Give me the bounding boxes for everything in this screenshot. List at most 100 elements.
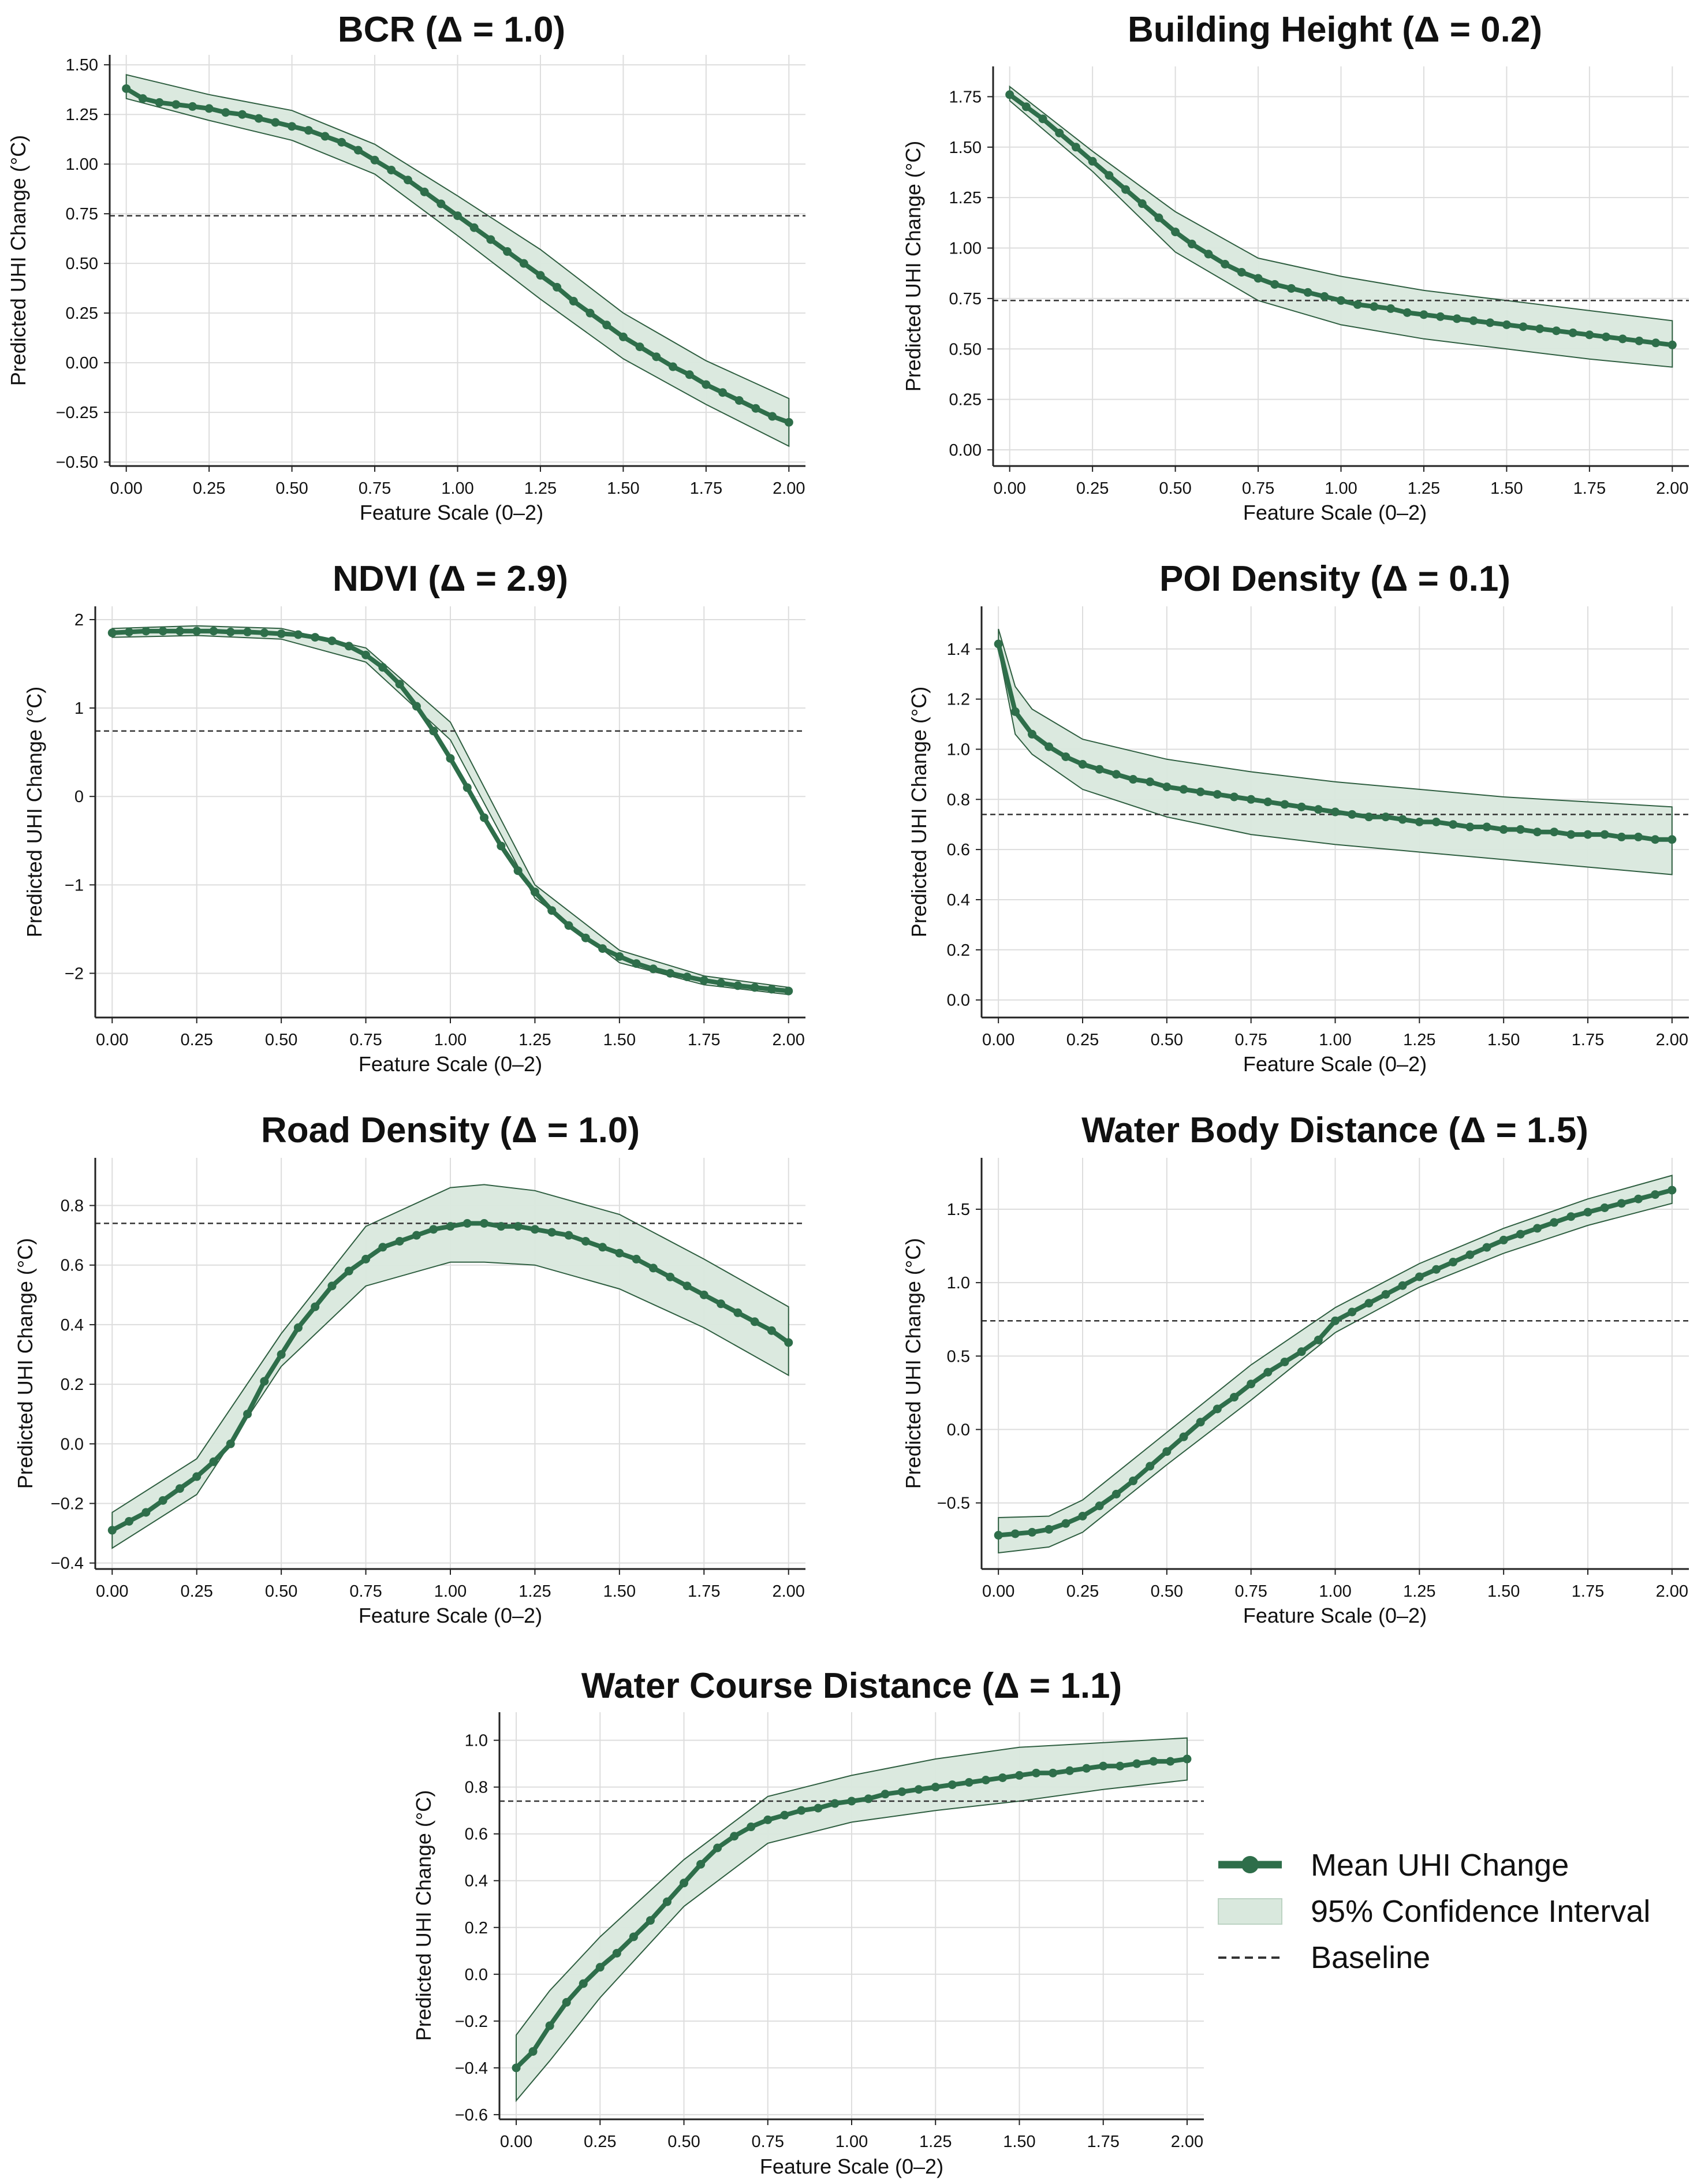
mean-point xyxy=(469,223,479,232)
mean-point xyxy=(1337,296,1345,305)
x-tick-label: 0.00 xyxy=(982,1031,1014,1049)
mean-point xyxy=(598,944,607,953)
legend-item-mean: Mean UHI Change xyxy=(1218,1848,1569,1883)
mean-point xyxy=(751,404,760,413)
mean-point xyxy=(994,1531,1003,1540)
x-tick-label: 0.00 xyxy=(110,479,142,498)
mean-point xyxy=(1499,825,1508,834)
mean-point xyxy=(462,783,472,792)
mean-point xyxy=(1432,817,1441,826)
gridlines xyxy=(993,66,1689,466)
mean-point xyxy=(293,1323,303,1332)
x-tick-label: 1.50 xyxy=(1487,1031,1520,1049)
mean-point xyxy=(1516,825,1525,834)
mean-point xyxy=(1183,1754,1192,1764)
mean-point xyxy=(747,1823,756,1832)
mean-point xyxy=(1320,292,1329,301)
x-tick-label: 0.00 xyxy=(993,479,1025,498)
mean-point xyxy=(403,176,412,185)
mean-point xyxy=(585,308,595,318)
mean-point xyxy=(682,972,692,982)
y-tick-label: 0.2 xyxy=(465,1919,488,1937)
mean-point xyxy=(277,1350,286,1359)
mean-point xyxy=(914,1785,923,1794)
mean-point xyxy=(1105,171,1114,180)
legend-label-baseline: Baseline xyxy=(1311,1940,1430,1975)
mean-point xyxy=(680,1879,689,1888)
mean-point xyxy=(662,1897,672,1906)
mean-point xyxy=(503,247,512,256)
x-tick-label: 1.00 xyxy=(434,1582,467,1601)
x-tick-label: 1.25 xyxy=(518,1582,551,1601)
x-tick-label: 0.50 xyxy=(1151,1582,1183,1601)
mean-point xyxy=(158,1496,167,1505)
mean-point xyxy=(387,165,396,174)
y-tick-label: 0.00 xyxy=(66,354,98,372)
x-tick-label: 0.50 xyxy=(275,479,308,498)
mean-point xyxy=(243,1410,252,1419)
x-tick-label: 0.25 xyxy=(1066,1582,1099,1601)
y-tick-label: 0.75 xyxy=(66,205,98,223)
y-tick-label: 1.75 xyxy=(949,88,982,106)
mean-point xyxy=(158,627,167,636)
mean-point xyxy=(1230,792,1239,802)
mean-point xyxy=(370,155,379,165)
panel-building-height: Building Height (Δ = 0.2) Feature Scale … xyxy=(901,10,1689,524)
mean-point xyxy=(612,1948,621,1958)
x-tick-label: 0.50 xyxy=(667,2133,700,2151)
mean-point xyxy=(1038,114,1047,124)
y-tick-label: 0.4 xyxy=(465,1872,488,1891)
mean-point xyxy=(1213,1404,1222,1414)
y-tick-label: 0.8 xyxy=(61,1197,84,1216)
mean-point xyxy=(830,1799,840,1808)
x-tick-label: 0.75 xyxy=(359,479,391,498)
mean-point xyxy=(784,418,793,427)
x-tick-label: 0.25 xyxy=(193,479,225,498)
mean-point xyxy=(1432,1265,1441,1274)
mean-point xyxy=(254,114,263,123)
mean-point xyxy=(155,98,164,107)
mean-point xyxy=(1482,822,1491,832)
mean-point xyxy=(429,1225,438,1234)
mean-point xyxy=(1583,1207,1592,1217)
mean-point xyxy=(1415,817,1424,826)
y-tick-label: 0 xyxy=(74,788,84,806)
legend-item-ci: 95% Confidence Interval xyxy=(1218,1894,1650,1929)
mean-point xyxy=(327,636,337,646)
mean-point xyxy=(1635,336,1644,345)
mean-point xyxy=(277,629,286,638)
mean-point xyxy=(1398,815,1407,824)
mean-point xyxy=(1465,822,1475,832)
mean-point xyxy=(1082,1764,1091,1773)
mean-point xyxy=(395,680,404,689)
mean-point xyxy=(1121,185,1131,194)
mean-point xyxy=(797,1806,806,1815)
mean-point xyxy=(1651,835,1660,844)
x-tick-label: 1.75 xyxy=(1573,479,1606,498)
panel-water-course-distance: Water Course Distance (Δ = 1.1) Feature … xyxy=(412,1666,1204,2178)
panel-title: Water Course Distance (Δ = 1.1) xyxy=(581,1666,1122,1706)
y-tick-label: 0.50 xyxy=(949,340,982,359)
mean-point xyxy=(564,921,573,930)
mean-point xyxy=(780,1810,789,1820)
mean-point xyxy=(1196,787,1205,796)
y-axis-label: Predicted UHI Change (°C) xyxy=(13,1238,37,1489)
mean-point xyxy=(238,110,247,119)
y-tick-label: 1.4 xyxy=(947,640,970,659)
mean-point xyxy=(395,1236,404,1246)
mean-point xyxy=(553,282,562,292)
mean-point xyxy=(1600,830,1609,839)
mean-point xyxy=(1045,742,1054,751)
mean-point xyxy=(1469,316,1478,325)
y-tick-label: −0.4 xyxy=(51,1555,84,1573)
mean-point xyxy=(1095,1501,1104,1511)
mean-point xyxy=(311,633,320,642)
mean-point xyxy=(361,1254,371,1264)
mean-point xyxy=(1331,1316,1340,1325)
panel-title: NDVI (Δ = 2.9) xyxy=(333,559,568,599)
mean-point xyxy=(446,754,455,763)
mean-point xyxy=(581,1236,590,1246)
mean-point xyxy=(271,118,280,127)
mean-point xyxy=(1533,828,1542,837)
mean-point xyxy=(767,985,776,994)
